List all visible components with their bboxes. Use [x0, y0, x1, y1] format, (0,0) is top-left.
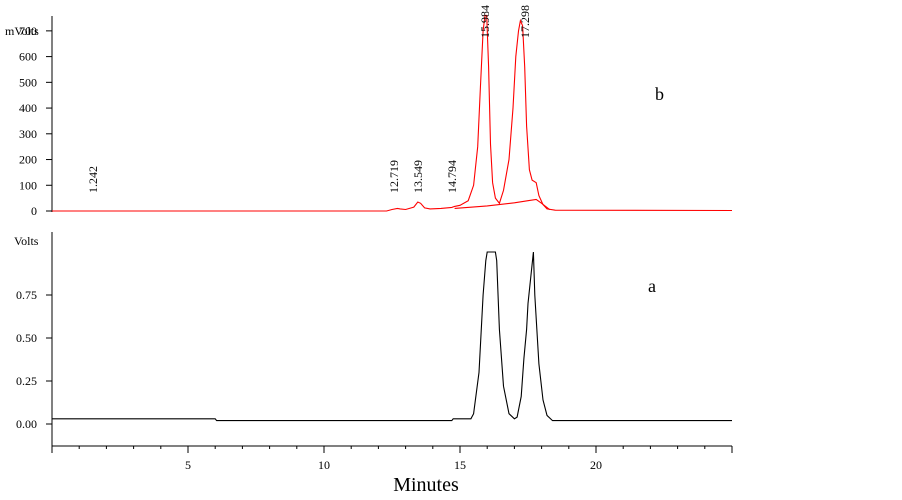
panel-b-y-tick-label: 600: [19, 50, 37, 64]
panel-b-series: [52, 14, 733, 212]
panel-a-series-line-1: [52, 251, 732, 422]
panel-b-y-tick-label: 200: [19, 153, 37, 167]
peak-label-6: 17.298: [518, 5, 532, 38]
panel-b-y-tick-label: 700: [19, 24, 37, 38]
x-tick-label: 5: [185, 458, 191, 472]
panel-a-y-tick-label: 0.00: [16, 417, 37, 431]
x-axis: 5 10 15 20 Minutes: [51, 445, 733, 496]
panel-b-series-line-2: [454, 198, 551, 211]
x-axis-ticks: 5 10 15 20: [51, 446, 733, 472]
panel-b: 0 100 200 300 400 500 600 700 mVolts b 1.242 12…: [5, 5, 733, 218]
panel-b-label: b: [655, 84, 664, 104]
x-tick-label: 15: [454, 458, 466, 472]
panel-b-y-tick-label: 400: [19, 101, 37, 115]
x-tick-label: 10: [318, 458, 330, 472]
panel-a-y-tick-label: 0.50: [16, 331, 37, 345]
peak-label-2: 12.719: [387, 160, 401, 193]
panel-b-y-tick-label: 0: [31, 204, 37, 218]
panel-b-unit-label: mVolts: [5, 24, 39, 38]
panel-b-y-tick-label: 300: [19, 127, 37, 141]
peak-label-5: 15.984: [478, 5, 492, 38]
panel-b-series-line-1: [52, 14, 733, 212]
panel-a-unit-label: Volts: [14, 234, 39, 248]
x-tick-label: 20: [590, 458, 602, 472]
panel-a-y-tick-label: 0.75: [16, 288, 37, 302]
panel-a-y-ticks: 0.00 0.25 0.50 0.75: [16, 288, 52, 431]
panel-a-series: [52, 251, 732, 422]
peak-label-1: 1.242: [86, 166, 100, 193]
x-axis-title: Minutes: [393, 474, 459, 496]
panel-b-peak-labels: 1.242 12.719 13.549 14.794 15.984 17.298: [86, 5, 532, 193]
panel-a: 0.00 0.25 0.50 0.75 Volts a: [14, 232, 732, 446]
panel-b-y-tick-label: 500: [19, 75, 37, 89]
panel-b-y-tick-label: 100: [19, 178, 37, 192]
panel-a-y-tick-label: 0.25: [16, 374, 37, 388]
panel-a-label: a: [648, 276, 656, 296]
peak-label-3: 13.549: [411, 160, 425, 193]
peak-label-4: 14.794: [445, 160, 459, 193]
panel-b-y-ticks: 0 100 200 300 400 500 600 700: [19, 24, 52, 218]
